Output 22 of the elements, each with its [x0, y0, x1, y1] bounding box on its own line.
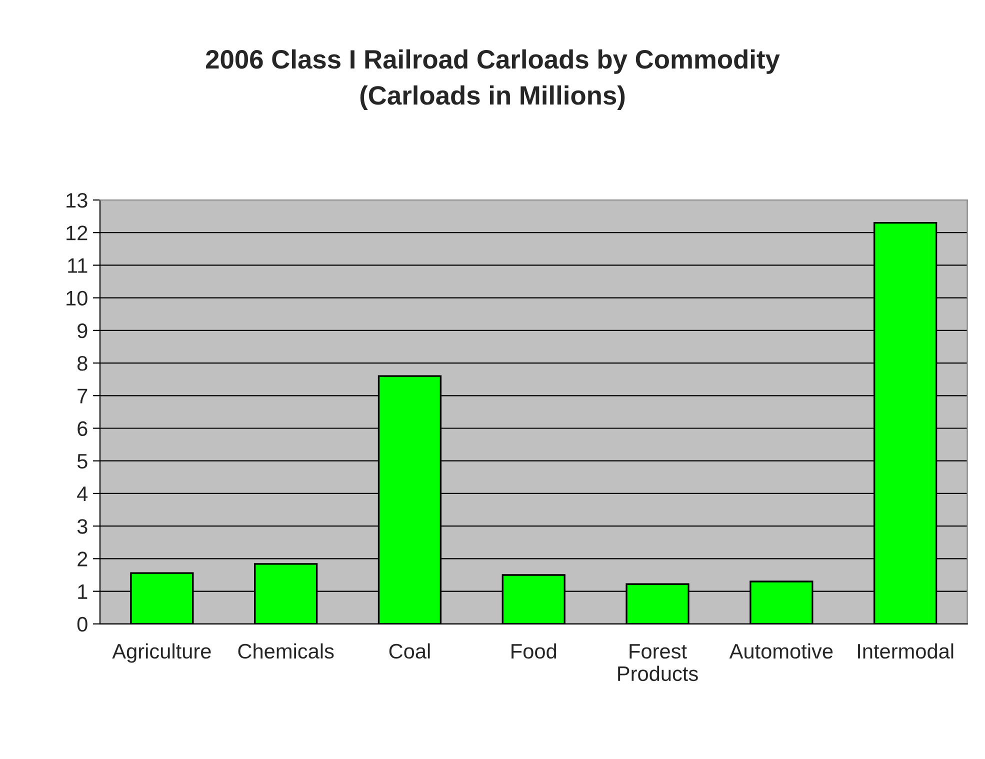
y-tick-label: 3 — [77, 519, 88, 534]
x-tick-label: Agriculture — [112, 643, 211, 663]
x-tick-label: Chemicals — [238, 643, 334, 659]
x-tick-label: Coal — [389, 643, 430, 659]
y-tick-label: 5 — [77, 454, 88, 469]
y-tick-label: 8 — [77, 356, 88, 371]
y-tick-label: 9 — [78, 323, 88, 338]
y-tick-label: 11 — [68, 258, 88, 273]
y-tick-label: 4 — [77, 486, 88, 502]
x-tick-label: Forest Products — [618, 644, 698, 682]
y-tick-label: 13 — [66, 193, 88, 208]
y-tick-label: 1 — [78, 584, 88, 599]
y-tick-label: 10 — [66, 290, 88, 306]
chart-title: 2006 Class I Railroad Carloads by Commodity (Carloads in Millions) — [206, 49, 780, 110]
y-tick-label: 12 — [66, 226, 88, 240]
x-tick-label: Food — [512, 643, 556, 659]
x-tick-label: Intermodal — [858, 643, 954, 659]
y-tick-label: 0 — [77, 616, 88, 632]
x-tick-label: Automotive — [729, 643, 833, 659]
y-tick-label: 6 — [78, 421, 88, 436]
y-tick-label: 2 — [78, 552, 88, 566]
y-tick-label: 7 — [78, 388, 88, 404]
